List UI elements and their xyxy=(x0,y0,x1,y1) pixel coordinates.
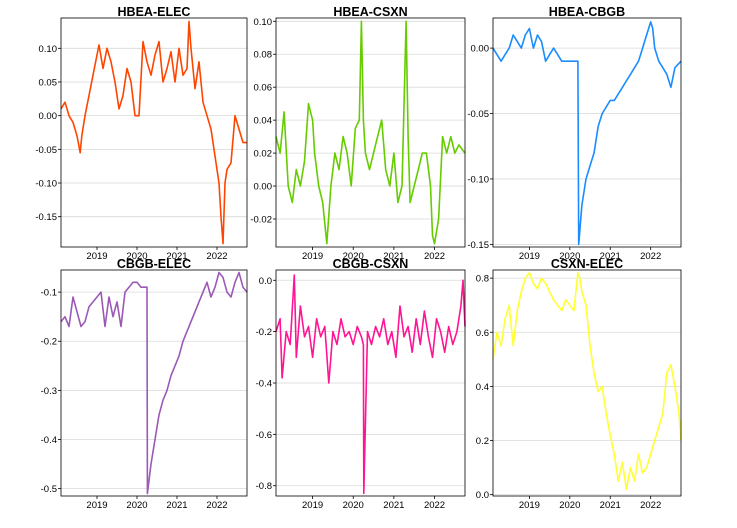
x-tick-label: 2020 xyxy=(126,500,147,511)
y-tick-label: 0.10 xyxy=(39,44,58,55)
x-tick-label: 2020 xyxy=(126,251,147,262)
x-tick-label: 2022 xyxy=(424,500,445,511)
chart-title: CBGB-ELEC xyxy=(117,257,191,271)
chart-title: CBGB-CSXN xyxy=(333,257,409,271)
y-tick-label: 0.0 xyxy=(259,276,272,287)
y-tick-label: -0.10 xyxy=(467,174,489,185)
y-tick-label: 0.00 xyxy=(471,44,490,55)
chart-panel: 0.0 -0.2 -0.4 -0.6 -0.8 2019 2020 2021 2022 CBGB-… xyxy=(256,257,466,511)
series-line xyxy=(492,271,682,491)
x-tick-label: 2019 xyxy=(519,251,540,262)
plot-frame xyxy=(60,17,248,248)
x-tick-label: 2022 xyxy=(640,500,661,511)
y-tick-label: -0.8 xyxy=(256,481,272,492)
y-tick-label: 0.02 xyxy=(254,149,273,160)
series-line xyxy=(275,274,466,495)
y-tick-label: -0.3 xyxy=(41,386,57,397)
plot-frame xyxy=(492,17,682,248)
x-tick-label: 2022 xyxy=(206,251,227,262)
y-tick-label: -0.6 xyxy=(256,430,272,441)
chart-panel: 0.10 0.05 0.00 -0.05 -0.10 -0.15 2019 2020 2021 2… xyxy=(35,5,248,262)
y-tick-label: 0.00 xyxy=(39,111,58,122)
chart-panel: 0.8 0.6 0.4 0.2 0.0 2019 2020 2021 2022 CSXN-ELEC xyxy=(476,257,682,511)
chart-title: HBEA-ELEC xyxy=(118,5,191,19)
x-tick-label: 2019 xyxy=(302,251,323,262)
y-tick-label: 0.10 xyxy=(254,17,273,28)
y-tick-label: -0.15 xyxy=(467,240,489,251)
chart-title: CSXN-ELEC xyxy=(551,257,623,271)
y-tick-label: -0.4 xyxy=(41,435,57,446)
x-tick-label: 2021 xyxy=(600,500,621,511)
y-tick-label: 0.05 xyxy=(39,77,58,88)
chart-panel: 0.10 0.08 0.06 0.04 0.02 0.00 -0.02 2019 2020 202… xyxy=(250,5,466,262)
series-line xyxy=(60,271,248,495)
x-tick-label: 2019 xyxy=(86,251,107,262)
x-tick-label: 2021 xyxy=(383,500,404,511)
x-tick-label: 2020 xyxy=(559,251,580,262)
plot-frame xyxy=(275,17,466,248)
chart-title: HBEA-CSXN xyxy=(333,5,407,19)
x-tick-label: 2022 xyxy=(640,251,661,262)
y-tick-label: 0.6 xyxy=(476,328,489,339)
x-tick-label: 2022 xyxy=(424,251,445,262)
x-tick-label: 2022 xyxy=(206,500,227,511)
y-tick-label: 0.04 xyxy=(254,116,273,127)
y-tick-label: -0.02 xyxy=(250,214,272,225)
y-tick-label: 0.2 xyxy=(476,436,489,447)
x-tick-label: 2021 xyxy=(166,500,187,511)
y-tick-label: -0.2 xyxy=(41,337,57,348)
x-tick-label: 2019 xyxy=(519,500,540,511)
y-tick-label: 0.00 xyxy=(254,182,273,193)
chart-panel: 0.00 -0.05 -0.10 -0.15 2019 2020 2021 2022 HBEA-… xyxy=(467,5,682,262)
y-tick-label: -0.05 xyxy=(467,109,489,120)
y-tick-label: 0.4 xyxy=(476,382,489,393)
y-tick-label: -0.5 xyxy=(41,484,57,495)
y-tick-label: -0.10 xyxy=(35,179,57,190)
x-tick-label: 2021 xyxy=(166,251,187,262)
y-tick-label: 0.06 xyxy=(254,83,273,94)
y-tick-label: -0.05 xyxy=(35,145,57,156)
chart-panel: -0.1 -0.2 -0.3 -0.4 -0.5 2019 2020 2021 2022 CBGB… xyxy=(41,257,248,511)
x-tick-label: 2020 xyxy=(343,500,364,511)
x-tick-label: 2020 xyxy=(343,251,364,262)
chart-title: HBEA-CBGB xyxy=(549,5,625,19)
x-tick-label: 2021 xyxy=(383,251,404,262)
plot-frame xyxy=(492,269,682,497)
x-tick-label: 2019 xyxy=(302,500,323,511)
series-line xyxy=(492,21,682,246)
y-tick-label: -0.2 xyxy=(256,327,272,338)
y-tick-label: 0.08 xyxy=(254,50,273,61)
x-tick-label: 2020 xyxy=(559,500,580,511)
y-tick-label: -0.15 xyxy=(35,212,57,223)
series-line xyxy=(60,20,247,245)
series-line xyxy=(275,20,466,245)
y-tick-label: -0.1 xyxy=(41,288,57,299)
y-tick-label: 0.0 xyxy=(476,490,489,501)
y-tick-label: -0.4 xyxy=(256,379,272,390)
x-tick-label: 2021 xyxy=(600,251,621,262)
x-tick-label: 2019 xyxy=(86,500,107,511)
plot-frame xyxy=(60,269,248,497)
y-tick-label: 0.8 xyxy=(476,274,489,285)
